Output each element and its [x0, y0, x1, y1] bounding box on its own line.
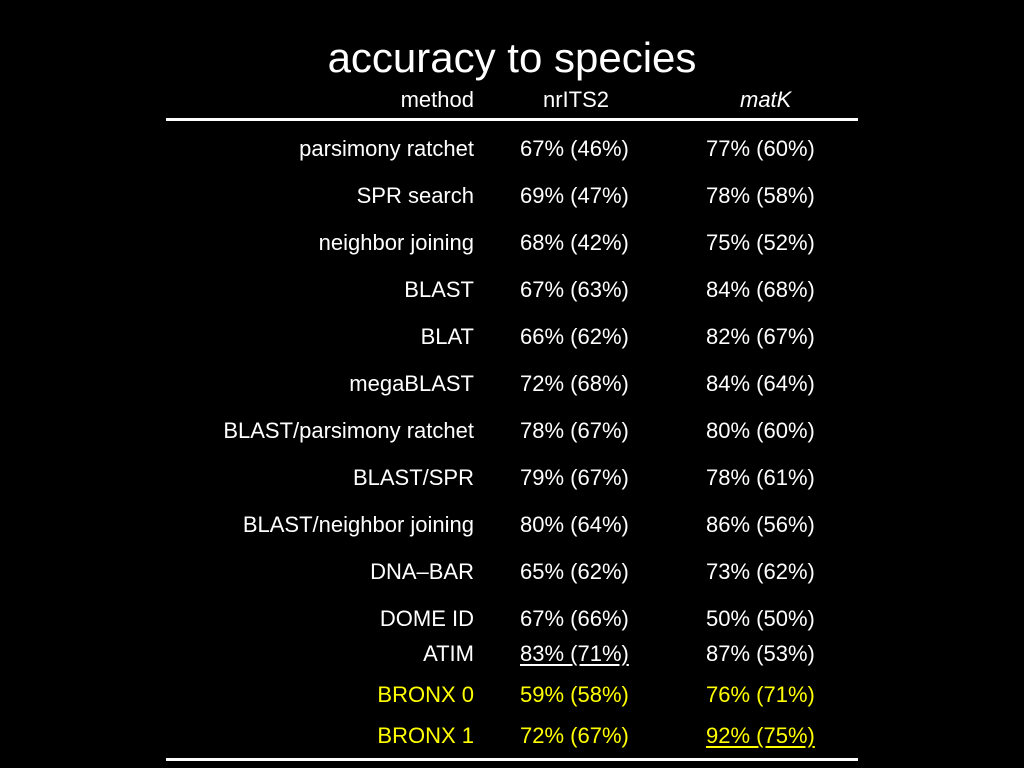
- row-matk: 80% (60%): [706, 418, 815, 443]
- row-nrits2: 67% (63%): [520, 277, 629, 302]
- row-matk: 86% (56%): [706, 512, 815, 537]
- row-nrits2: 59% (58%): [520, 682, 629, 707]
- row-nrits2: 65% (62%): [520, 559, 629, 584]
- row-matk: 75% (52%): [706, 230, 815, 255]
- row-matk: 76% (71%): [706, 682, 815, 707]
- row-method: BRONX 0: [377, 682, 474, 707]
- table-row: neighbor joining 68% (42%) 75% (52%): [166, 215, 858, 262]
- row-nrits2: 78% (67%): [520, 418, 629, 443]
- header-matk: matK: [740, 87, 792, 112]
- header-nrits2: nrITS2: [543, 87, 610, 112]
- row-matk-best: 92% (75%): [706, 723, 815, 748]
- row-method: BLAST: [404, 277, 474, 302]
- row-matk: 78% (61%): [706, 465, 815, 490]
- table-row: parsimony ratchet 67% (46%) 77% (60%): [166, 121, 858, 168]
- row-nrits2: 69% (47%): [520, 183, 629, 208]
- row-matk: 77% (60%): [706, 136, 815, 161]
- row-nrits2: 79% (67%): [520, 465, 629, 490]
- header-method: method: [400, 87, 474, 112]
- row-nrits2: 72% (67%): [520, 723, 629, 748]
- table-row-highlight: BRONX 1 72% (67%) 92% (75%): [166, 720, 858, 761]
- table-row: BLAST 67% (63%) 84% (68%): [166, 262, 858, 309]
- table-row: BLAST/neighbor joining 80% (64%) 86% (56…: [166, 497, 858, 544]
- row-nrits2: 67% (66%): [520, 606, 629, 631]
- table-row: ATIM 83% (71%) 87% (53%): [166, 638, 858, 679]
- table-bottom-rule: [166, 758, 858, 761]
- row-matk: 87% (53%): [706, 641, 815, 666]
- row-nrits2-best: 83% (71%): [520, 641, 629, 666]
- row-method: BLAT: [420, 324, 474, 349]
- row-nrits2: 67% (46%): [520, 136, 629, 161]
- table-body: parsimony ratchet 67% (46%) 77% (60%) SP…: [166, 121, 858, 761]
- table-row: DOME ID 67% (66%) 50% (50%): [166, 591, 858, 638]
- row-method: DOME ID: [379, 606, 474, 631]
- row-method: neighbor joining: [318, 230, 474, 255]
- row-method: DNA–BAR: [370, 559, 474, 584]
- table-row: BLAST/SPR 79% (67%) 78% (61%): [166, 450, 858, 497]
- table-header: method nrITS2 matK: [166, 82, 858, 121]
- row-nrits2: 72% (68%): [520, 371, 629, 396]
- row-matk: 78% (58%): [706, 183, 815, 208]
- table-row-highlight: BRONX 0 59% (58%) 76% (71%): [166, 679, 858, 720]
- row-method: BLAST/SPR: [352, 465, 474, 490]
- row-method: megaBLAST: [349, 371, 474, 396]
- table-row: DNA–BAR 65% (62%) 73% (62%): [166, 544, 858, 591]
- row-matk: 50% (50%): [706, 606, 815, 631]
- row-method: BRONX 1: [377, 723, 474, 748]
- row-method: BLAST/parsimony ratchet: [223, 418, 474, 443]
- row-method: parsimony ratchet: [299, 136, 474, 161]
- row-nrits2: 80% (64%): [520, 512, 629, 537]
- row-nrits2: 66% (62%): [520, 324, 629, 349]
- row-matk: 82% (67%): [706, 324, 815, 349]
- table-row: megaBLAST 72% (68%) 84% (64%): [166, 356, 858, 403]
- row-method: BLAST/neighbor joining: [242, 512, 474, 537]
- table-row: BLAT 66% (62%) 82% (67%): [166, 309, 858, 356]
- table-row: SPR search 69% (47%) 78% (58%): [166, 168, 858, 215]
- table-row: BLAST/parsimony ratchet 78% (67%) 80% (6…: [166, 403, 858, 450]
- row-method: ATIM: [423, 641, 474, 666]
- row-matk: 84% (64%): [706, 371, 815, 396]
- results-table: method nrITS2 matK parsimony ratchet 67%…: [166, 82, 858, 761]
- row-matk: 73% (62%): [706, 559, 815, 584]
- slide-title: accuracy to species: [327, 34, 697, 81]
- row-method: SPR search: [356, 183, 474, 208]
- row-nrits2: 68% (42%): [520, 230, 629, 255]
- row-matk: 84% (68%): [706, 277, 815, 302]
